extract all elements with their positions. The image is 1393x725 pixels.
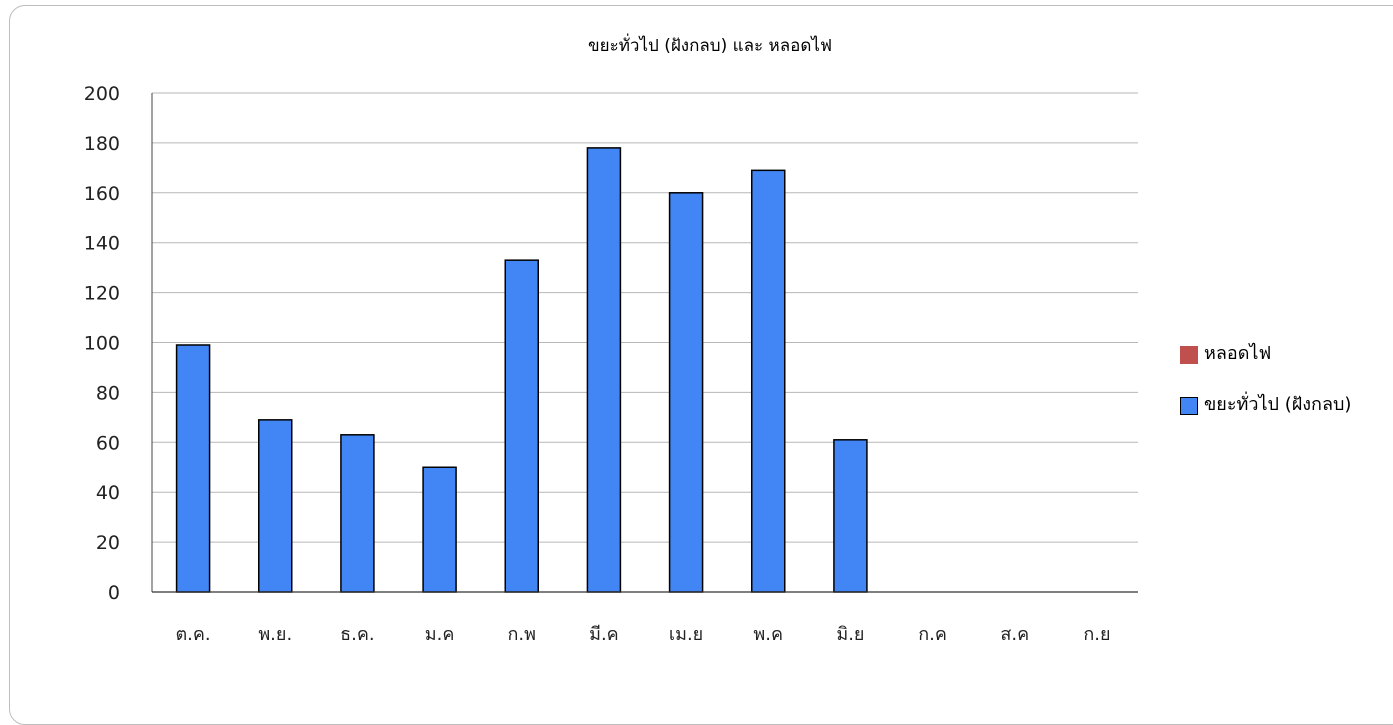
bar-general-waste (833, 439, 868, 593)
y-tick-label: 120 (84, 283, 120, 305)
x-tick-label: พ.ย. (258, 624, 292, 645)
x-tick-label: ธ.ค. (340, 624, 374, 645)
x-tick-label: ต.ค. (175, 624, 210, 645)
y-tick-label: 200 (84, 83, 120, 105)
y-tick-label: 0 (108, 582, 120, 604)
y-tick-label: 80 (96, 382, 120, 404)
legend-item-lamp: หลอดไฟ (1180, 338, 1351, 366)
y-tick-label: 40 (96, 482, 120, 504)
y-tick-label: 140 (84, 233, 120, 255)
chart-legend: หลอดไฟ ขยะทั่วไป (ฝังกลบ) (1180, 338, 1351, 440)
x-tick-label: ก.ค (918, 624, 947, 645)
legend-label-general-waste: ขยะทั่วไป (ฝังกลบ) (1204, 393, 1352, 415)
bar-general-waste (668, 192, 704, 593)
bar-general-waste (586, 147, 622, 593)
chart-title: ขยะทั่วไป (ฝังกลบ) และ หลอดไฟ (587, 36, 832, 56)
bar-general-waste (504, 259, 539, 593)
x-tick-label: ม.ค (425, 624, 455, 645)
bar-general-waste (175, 344, 211, 593)
bar-general-waste (751, 169, 786, 593)
legend-swatch-general-waste (1180, 397, 1198, 415)
y-tick-label: 100 (84, 333, 120, 355)
x-tick-label: ก.ย (1083, 624, 1110, 645)
legend-item-general-waste: ขยะทั่วไป (ฝังกลบ) (1180, 389, 1351, 417)
legend-label-lamp: หลอดไฟ (1204, 342, 1272, 364)
legend-swatch-lamp (1180, 346, 1198, 364)
y-tick-label: 20 (96, 532, 120, 554)
bar-general-waste (422, 466, 457, 593)
x-tick-label: มิ.ย (836, 624, 864, 645)
bar-general-waste (340, 434, 375, 593)
x-tick-label: พ.ค (753, 624, 783, 645)
y-tick-label: 180 (84, 133, 120, 155)
bar-general-waste (258, 419, 293, 593)
x-tick-label: มี.ค (589, 624, 619, 645)
x-tick-label: เม.ย (669, 624, 703, 645)
x-tick-label: ก.พ (508, 624, 537, 645)
x-tick-label: ส.ค (1000, 624, 1029, 645)
y-tick-label: 160 (84, 183, 120, 205)
y-tick-label: 60 (96, 432, 120, 454)
chart-plot: 0 20 40 60 80 100 120 140 160 180 200 ต.ค. พ.ย. ธ.ค. ม… (84, 83, 1138, 645)
